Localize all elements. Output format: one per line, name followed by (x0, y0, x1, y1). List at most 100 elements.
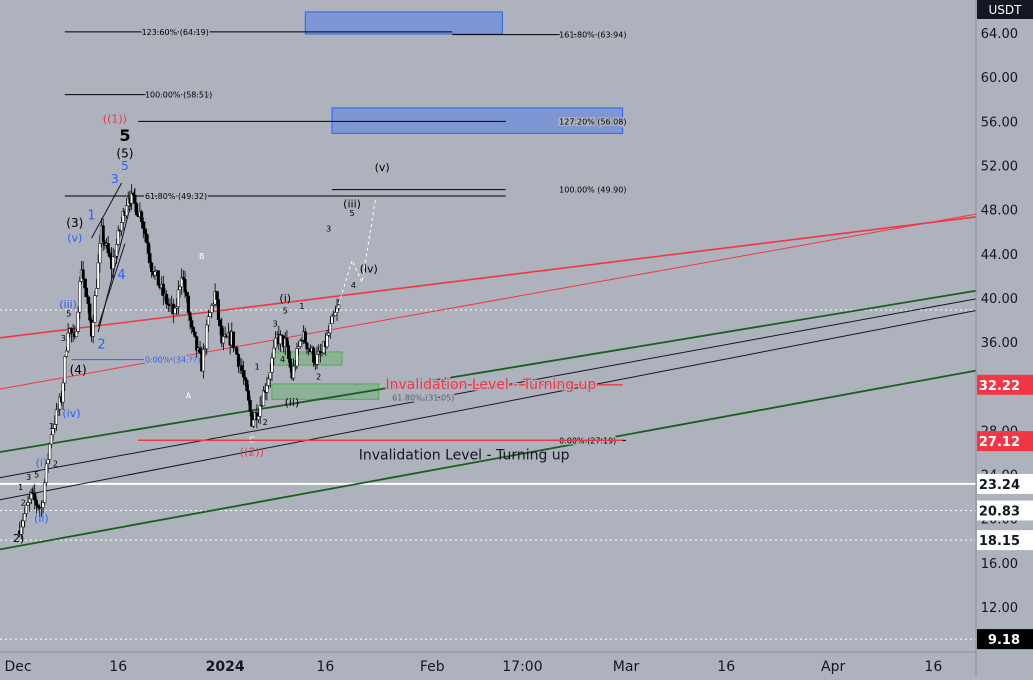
wave-label: 3 (273, 320, 278, 329)
wave-label: 3 (111, 172, 119, 186)
candle-body (185, 292, 189, 297)
candle-body (153, 271, 157, 276)
candle-body (88, 303, 92, 321)
candle-body (248, 400, 252, 412)
candle-body (288, 358, 292, 368)
candle-body (41, 502, 45, 509)
price-badge (977, 500, 1033, 521)
time-axis-ticks[interactable]: Dec 16 2024 16 Feb 17:00 Mar 16 Apr 16 (4, 659, 942, 675)
trend-channel-line (0, 310, 977, 501)
target-zones (271, 11, 624, 400)
candle-body (78, 281, 82, 313)
wave-label: 5 (34, 471, 39, 480)
wave-label: ((2)) (240, 446, 264, 459)
candle-body (36, 504, 40, 508)
time-tick-label: 16 (924, 659, 942, 675)
candle-body (190, 320, 194, 328)
candles (18, 184, 341, 540)
fib-label: 161.80% (63.94) (559, 31, 626, 40)
wave-label: 2) (13, 532, 24, 545)
wave-label: 1 (18, 483, 23, 492)
wave-label: 4 (29, 487, 34, 496)
candle-body (111, 256, 115, 269)
price-tick-label: 12.00 (981, 601, 1018, 616)
fib-label: 61.80% (31.05) (392, 394, 454, 403)
fib-label: 123.60% (64.19) (142, 28, 209, 37)
price-tick-label: 48.00 (981, 204, 1018, 219)
wave-label: (3) (66, 216, 83, 230)
wave-label: (ii) (34, 512, 49, 525)
candle-body (133, 194, 137, 204)
wave-label: A (186, 391, 192, 400)
candle-body (146, 242, 150, 254)
candle-body (150, 262, 154, 272)
candle-body (165, 294, 169, 305)
price-badge-label: 23.24 (979, 478, 1020, 493)
candle-body (205, 324, 209, 350)
trend-channel-line (0, 298, 977, 479)
candle-body (66, 332, 70, 352)
candle-body (327, 332, 331, 336)
candle-body (81, 269, 85, 280)
invalidation-label: Invalidation Level - Turning up (385, 377, 596, 393)
wave-label: 3 (326, 225, 331, 234)
candle-body (201, 349, 205, 372)
candle-body (108, 252, 112, 258)
candle-body (256, 416, 261, 421)
fib-label: 127.20% (56.08) (559, 117, 626, 126)
time-tick-label: 16 (717, 659, 735, 675)
candle-body (34, 499, 38, 506)
candle-body (24, 504, 28, 514)
wave-label: (iii) (59, 298, 77, 311)
candle-body (23, 513, 27, 522)
wave-label: 1 (299, 302, 304, 311)
price-axis-panel[interactable] (976, 0, 1033, 676)
trend-channels (0, 182, 977, 551)
candle-body (240, 365, 244, 371)
price-badge-label: 27.12 (979, 435, 1020, 450)
price-tick-label: 52.00 (981, 159, 1018, 174)
target-zone (271, 383, 380, 400)
candle-body (64, 350, 68, 357)
invalidation-label: Invalidation Level - Turning up (359, 447, 570, 463)
wave-label: (v) (375, 161, 390, 174)
candle-body (268, 372, 272, 380)
trend-channel-line (0, 289, 977, 453)
trend-channel-line (0, 369, 977, 551)
time-tick-label: Apr (821, 659, 845, 675)
fib-label: 61.80% (49.32) (145, 192, 207, 201)
wave-label: (i) (279, 292, 291, 305)
wedge-line (97, 243, 126, 327)
wave-label: (ii) (285, 396, 300, 409)
price-badge (977, 374, 1033, 395)
candle-body (325, 334, 329, 348)
candle-body (231, 331, 236, 348)
price-tick-label: 36.00 (981, 336, 1018, 351)
candle-body (272, 347, 276, 359)
wave-label: 1 (49, 422, 54, 431)
price-badge (977, 431, 1033, 452)
candle-body (141, 221, 145, 229)
time-tick-label: Feb (420, 659, 445, 675)
invalidation-labels: Invalidation Level - Turning up Invalidat… (138, 375, 623, 463)
candle-body (33, 492, 37, 501)
candle-body (143, 228, 147, 235)
candle-body (135, 203, 139, 216)
candle-body (236, 354, 241, 367)
currency-badge (977, 0, 1033, 19)
candle-body (26, 502, 30, 506)
candle-body (315, 354, 319, 365)
price-badges: 32.22 27.12 23.24 20.83 18.15 9.18 (977, 374, 1033, 650)
candle-body (173, 307, 177, 314)
candle-body (195, 336, 199, 351)
candle-body (76, 311, 80, 332)
wave-label: 1 (255, 363, 260, 372)
wave-label: (iv) (62, 407, 80, 420)
currency-label: USDT (989, 3, 1023, 17)
candle-body (273, 337, 278, 349)
candle-body (140, 211, 144, 223)
candle-body (188, 312, 192, 321)
